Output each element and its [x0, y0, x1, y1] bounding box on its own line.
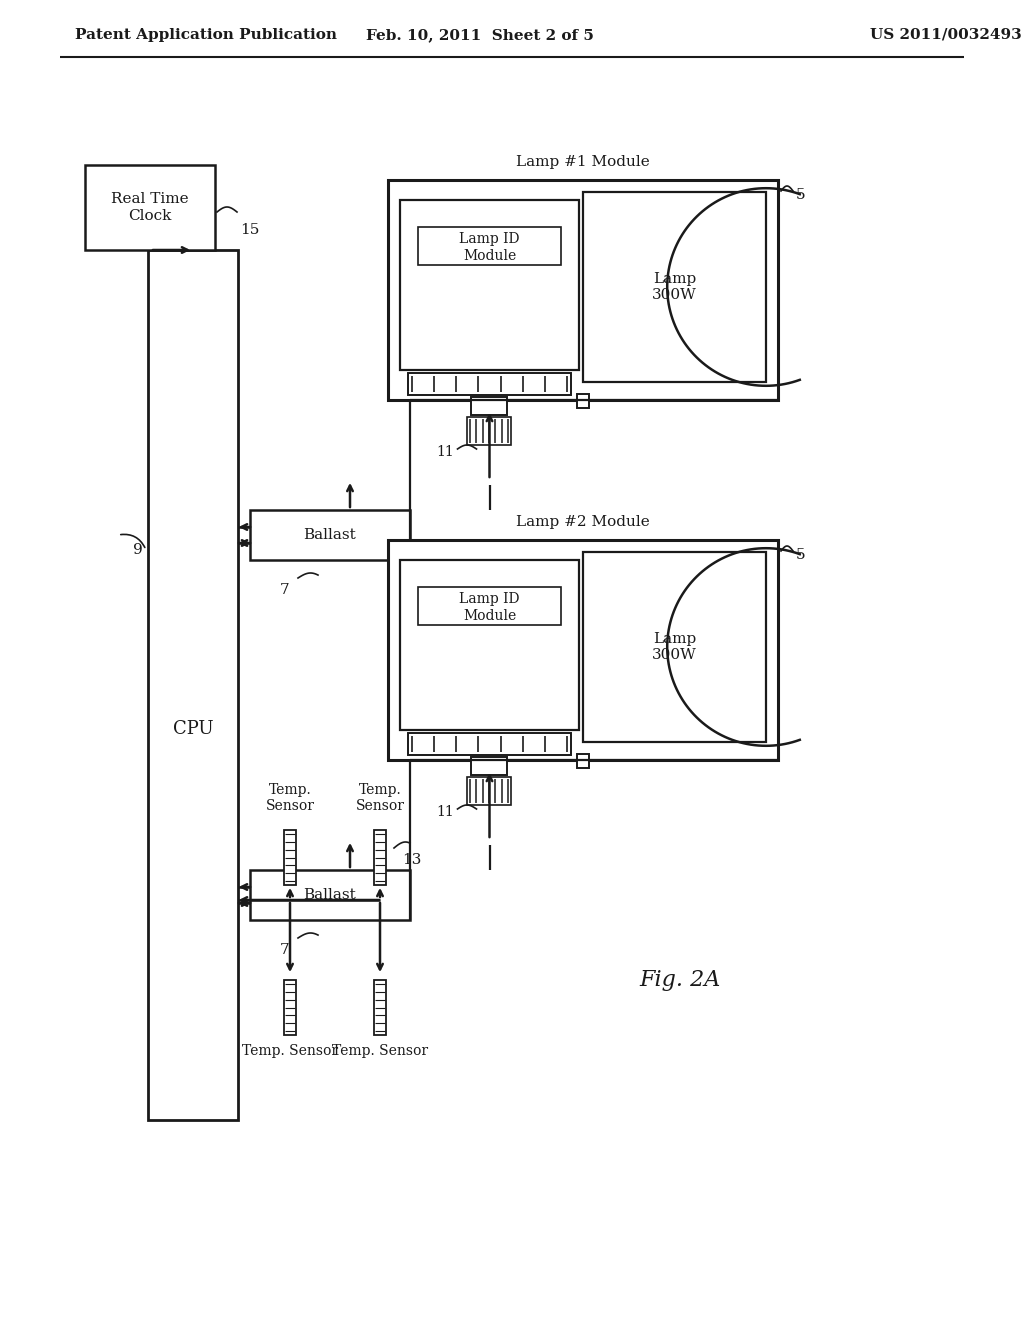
Bar	[577, 754, 589, 768]
Bar	[467, 417, 511, 445]
Text: Lamp
300W: Lamp 300W	[652, 272, 697, 302]
Bar	[400, 201, 579, 370]
Text: US 2011/0032493 A1: US 2011/0032493 A1	[870, 28, 1024, 42]
Text: 15: 15	[241, 223, 260, 238]
Bar	[374, 979, 386, 1035]
Text: Temp.
Sensor: Temp. Sensor	[355, 783, 404, 813]
Text: Lamp ID
Module: Lamp ID Module	[459, 232, 520, 263]
Bar	[400, 560, 579, 730]
Text: Temp.
Sensor: Temp. Sensor	[265, 783, 314, 813]
Bar	[388, 540, 778, 760]
Text: Ballast: Ballast	[304, 528, 356, 543]
Text: Real Time
Clock: Real Time Clock	[112, 193, 188, 223]
Bar	[583, 552, 766, 742]
Bar	[408, 733, 571, 755]
Bar	[284, 979, 296, 1035]
Bar	[284, 830, 296, 884]
Bar	[418, 587, 561, 624]
Text: Lamp #1 Module: Lamp #1 Module	[516, 154, 650, 169]
Text: 11: 11	[437, 805, 455, 818]
Text: Ballast: Ballast	[304, 888, 356, 902]
Bar	[467, 777, 511, 805]
Text: Temp. Sensor: Temp. Sensor	[332, 1044, 428, 1059]
Text: Temp. Sensor: Temp. Sensor	[242, 1044, 338, 1059]
Text: CPU: CPU	[173, 719, 213, 738]
Text: 11: 11	[437, 445, 455, 459]
Bar	[374, 830, 386, 884]
Text: 7: 7	[280, 942, 290, 957]
Text: 7: 7	[280, 583, 290, 597]
Bar	[418, 227, 561, 265]
Text: Lamp #2 Module: Lamp #2 Module	[516, 515, 650, 529]
Text: 5: 5	[796, 187, 806, 202]
Bar	[583, 191, 766, 381]
Bar	[250, 510, 410, 560]
Bar	[85, 165, 215, 249]
Text: 9: 9	[133, 543, 143, 557]
Text: 5: 5	[796, 548, 806, 562]
Bar	[471, 756, 507, 775]
Text: Lamp ID
Module: Lamp ID Module	[459, 593, 520, 623]
Text: Patent Application Publication: Patent Application Publication	[75, 28, 337, 42]
Bar	[408, 374, 571, 395]
Bar	[250, 870, 410, 920]
Bar	[148, 249, 238, 1119]
Text: Lamp
300W: Lamp 300W	[652, 632, 697, 663]
Text: Feb. 10, 2011  Sheet 2 of 5: Feb. 10, 2011 Sheet 2 of 5	[366, 28, 594, 42]
Bar	[577, 393, 589, 408]
Bar	[388, 180, 778, 400]
Text: 13: 13	[402, 853, 421, 867]
Text: Fig. 2A: Fig. 2A	[639, 969, 721, 991]
Bar	[471, 397, 507, 414]
